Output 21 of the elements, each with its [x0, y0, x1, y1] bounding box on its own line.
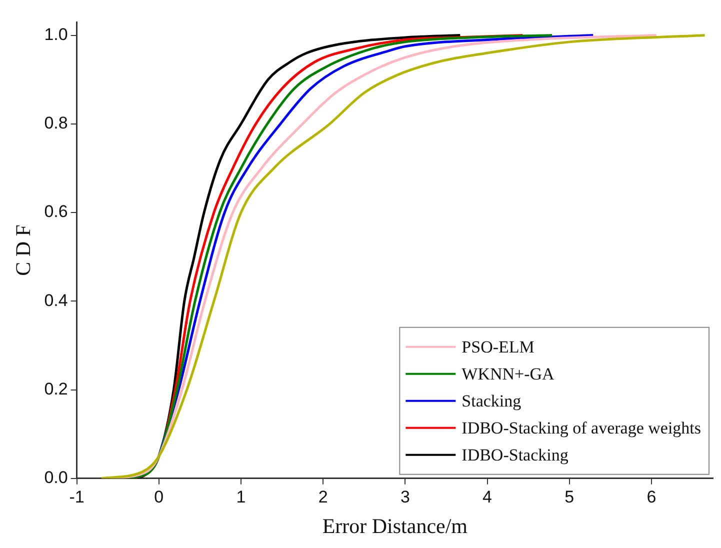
x-tick-label: 3 [400, 487, 410, 506]
x-tick-label: 4 [482, 487, 492, 506]
legend-label: IDBO-Stacking of average weights [462, 418, 702, 438]
x-axis-title: Error Distance/m [322, 514, 468, 538]
x-tick-label: 5 [564, 487, 574, 506]
x-tick-label: -1 [69, 487, 84, 506]
legend-label: IDBO-Stacking [462, 445, 569, 464]
y-tick-label: 0.2 [44, 379, 68, 398]
y-axis-title: C D F [11, 224, 36, 276]
x-tick-label: 1 [236, 487, 246, 506]
y-tick-label: 0.6 [44, 202, 68, 222]
x-tick-label: 6 [646, 487, 656, 506]
y-tick-label: 1.0 [44, 24, 68, 44]
y-tick-label: 0.4 [44, 290, 68, 310]
y-tick-label: 0.0 [44, 468, 68, 488]
legend-label: PSO-ELM [462, 337, 534, 356]
x-tick-label: 0 [154, 487, 164, 506]
legend-label: WKNN+-GA [462, 364, 556, 384]
x-tick-label: 2 [318, 487, 328, 506]
legend-label: Stacking [462, 391, 522, 410]
y-tick-label: 0.8 [44, 114, 68, 133]
